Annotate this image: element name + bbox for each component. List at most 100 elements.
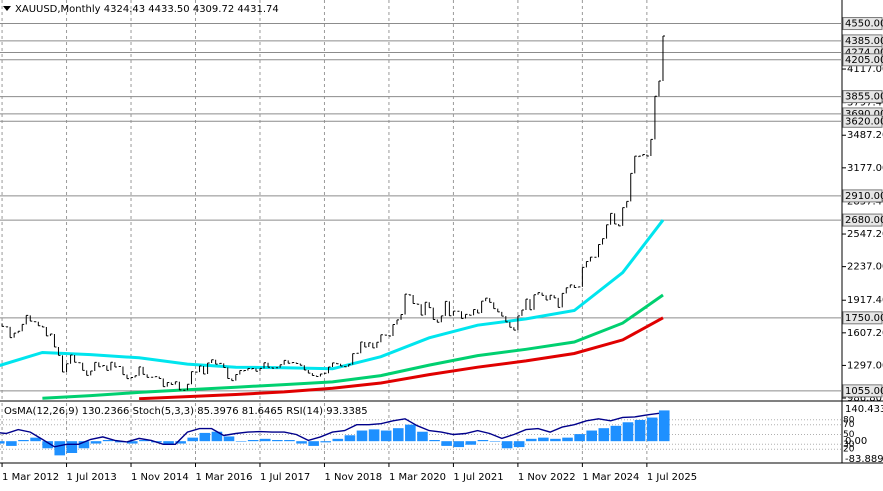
level-box [842, 311, 883, 325]
osma-bar [30, 437, 41, 442]
chart-title: XAUUSD,Monthly 4324.43 4433.50 4309.72 4… [15, 4, 279, 15]
price-bar [122, 366, 125, 376]
y-tick-label: 3177.00 [847, 163, 883, 174]
price-bar [565, 287, 569, 294]
level-label: 1055.00 [845, 386, 883, 397]
price-bar [203, 366, 206, 375]
price-bar [573, 284, 577, 288]
y-tick-label: -83.8899 [845, 454, 883, 465]
x-tick-label: 1 Jul 2013 [67, 472, 117, 483]
price-bar [569, 284, 573, 288]
price-bar [610, 212, 613, 225]
price-bar [658, 80, 661, 97]
price-bar [561, 292, 565, 308]
price-bar [259, 367, 262, 372]
price-bar [243, 369, 246, 372]
level-box [842, 384, 883, 398]
price-bar [271, 367, 275, 369]
price-bar [178, 381, 182, 391]
price-bar [41, 325, 45, 328]
price-bar [162, 378, 166, 388]
osma-bar [126, 441, 138, 444]
price-bar [614, 213, 617, 225]
indicator-line [0, 219, 665, 371]
price-bar [154, 376, 158, 378]
price-bar [267, 362, 271, 368]
price-bar [436, 319, 440, 323]
osma-bar [102, 439, 114, 442]
price-bar [174, 381, 178, 385]
price-bar [372, 342, 375, 349]
osma-bar [429, 439, 440, 442]
main-pane [0, 0, 842, 400]
price-bar [53, 333, 57, 348]
x-tick-label: 1 Nov 2014 [131, 472, 189, 483]
osma-bar [380, 430, 392, 442]
price-bar [146, 374, 150, 378]
price-bar [251, 367, 254, 370]
price-bar [94, 361, 97, 371]
x-tick-label: 1 Jul 2017 [260, 472, 310, 483]
price-bar [368, 342, 371, 348]
x-tick-label: 1 Mar 2024 [582, 472, 639, 483]
price-bar [606, 224, 609, 239]
y-tick-label: 0.00 [845, 436, 867, 447]
price-bar [13, 332, 17, 338]
osma-bar [598, 428, 610, 442]
price-bar [396, 319, 399, 325]
price-bar [626, 200, 629, 208]
price-bar [545, 295, 549, 301]
price-bar [477, 309, 480, 314]
osma-bar [622, 422, 634, 442]
price-bar [263, 362, 267, 369]
price-bar [513, 327, 516, 331]
osma-bar [42, 441, 53, 449]
price-bar [336, 362, 339, 365]
osma-bar [477, 439, 489, 442]
indicator-line [139, 316, 664, 400]
price-bar [634, 155, 637, 174]
level-box [842, 189, 883, 203]
price-bar [408, 294, 412, 296]
price-bar [215, 359, 218, 365]
indicator-pane [0, 403, 842, 463]
price-bar [82, 362, 85, 371]
level-box [842, 114, 883, 128]
price-bar [521, 309, 524, 316]
price-bar [21, 323, 25, 332]
price-bar [412, 295, 416, 305]
price-bar [130, 377, 134, 379]
level-box [842, 90, 883, 104]
osma-bar [90, 441, 102, 444]
price-bar [505, 316, 508, 323]
indicator-line [0, 412, 660, 448]
price-bar [460, 311, 464, 320]
price-bar [420, 304, 424, 316]
price-bar [5, 326, 9, 328]
axes: 1 Mar 2012 1 Jul 2013 1 Nov 2014 1 Mar 2016… [1, 17, 883, 483]
price-bar [509, 321, 512, 328]
price-bar [255, 368, 258, 372]
price-bar [646, 154, 649, 157]
y-tick-label: 4117.00 [847, 64, 883, 75]
price-bar [529, 299, 532, 311]
price-bar [134, 375, 138, 378]
x-tick-label: 1 Jul 2021 [453, 472, 503, 483]
x-tick-label: 1 Nov 2022 [518, 472, 576, 483]
price-bar [376, 341, 379, 348]
osma-bar [175, 441, 186, 444]
price-bar [33, 321, 37, 323]
price-bar [199, 365, 202, 373]
osma-bar [187, 437, 199, 442]
price-bar [448, 301, 452, 317]
price-bar [622, 207, 625, 226]
price-bar [444, 300, 448, 316]
price-bar [489, 298, 492, 303]
osma-bar [163, 441, 174, 445]
price-bar [473, 309, 476, 316]
price-bar [585, 260, 589, 268]
price-bar [239, 369, 242, 375]
y-tick-label: 3797.40 [847, 98, 883, 109]
price-bar [481, 300, 484, 313]
osma-bar [453, 441, 465, 448]
